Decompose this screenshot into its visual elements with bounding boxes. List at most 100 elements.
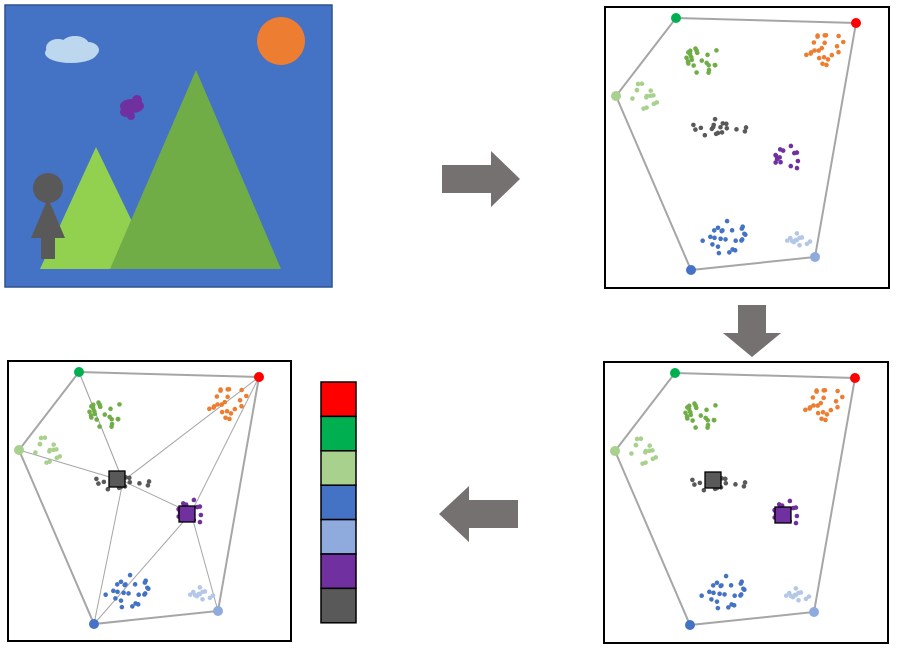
cluster-point-gray: [742, 129, 748, 134]
cluster-point-blue: [742, 231, 747, 237]
cluster-point-blue: [720, 228, 725, 233]
palette-swatch: [320, 415, 357, 452]
cluster-point-light-green: [648, 93, 653, 99]
cluster-point-gray: [741, 484, 747, 489]
cluster-point-blue: [723, 237, 728, 242]
cluster-point-gray: [723, 481, 729, 486]
cluster-point-orange: [834, 44, 840, 49]
cluster-point-orange: [239, 403, 244, 409]
palette-swatch: [320, 587, 357, 624]
cluster-point-blue: [708, 234, 713, 240]
cluster-point-light-blue: [794, 231, 800, 236]
cluster-point-dark-green: [683, 410, 688, 416]
sun-shape: [257, 17, 305, 65]
cluster-point-light-blue: [200, 596, 205, 602]
cluster-point-light-blue: [796, 590, 801, 596]
cluster-point-orange: [207, 406, 212, 412]
cluster-point-dark-green: [712, 63, 718, 68]
cluster-point-light-green: [629, 451, 634, 456]
cluster-point-light-green: [634, 87, 640, 93]
cluster-point-light-blue: [803, 596, 809, 602]
cluster-point-orange: [824, 62, 829, 68]
cluster-point-light-blue: [786, 590, 792, 596]
palette-swatch: [320, 518, 357, 555]
cluster-point-purple: [794, 513, 800, 519]
cluster-point-purple: [794, 165, 800, 171]
cluster-point-dark-green: [705, 417, 711, 423]
cluster-point-purple: [795, 158, 801, 164]
cluster-point-blue: [113, 596, 118, 601]
cluster-point-orange: [807, 405, 813, 410]
cluster-point-gray: [709, 126, 715, 132]
cluster-point-light-green: [51, 442, 57, 447]
palette-swatch: [320, 381, 357, 418]
arrow-down-icon: [723, 305, 781, 357]
cluster-point-dark-green: [87, 409, 92, 415]
cluster-point-dark-green: [706, 62, 712, 68]
cluster-point-gray: [691, 122, 696, 128]
cluster-point-orange: [836, 49, 841, 55]
cluster-point-dark-green: [96, 400, 101, 405]
palette-swatch: [320, 484, 357, 521]
cluster-point-gray: [697, 480, 703, 486]
cluster-point-gray: [742, 480, 748, 485]
cluster-point-light-blue: [200, 589, 205, 595]
cluster-point-blue: [741, 586, 746, 592]
cluster-point-purple: [777, 147, 783, 152]
cluster-point-light-blue: [796, 597, 801, 603]
cluster-point-gray: [724, 126, 730, 131]
cluster-point-orange: [814, 388, 819, 393]
cluster-point-blue: [127, 572, 133, 578]
arrow-left-icon: [439, 486, 518, 542]
cluster-point-dark-green: [688, 412, 694, 418]
cluster-point-purple: [191, 497, 197, 503]
cluster-point-orange: [828, 407, 834, 413]
cluster-point-orange: [839, 394, 845, 400]
cluster-point-light-green: [644, 105, 649, 110]
cluster-point-blue: [136, 592, 141, 598]
cluster-point-orange: [239, 387, 244, 393]
cluster-point-blue: [710, 242, 715, 247]
hull-vertex-light-blue: [810, 252, 820, 262]
cluster-point-orange: [810, 395, 816, 400]
cluster-point-blue: [719, 583, 724, 588]
cluster-point-orange: [803, 407, 808, 413]
cluster-point-dark-green: [699, 58, 705, 63]
cluster-point-dark-green: [89, 415, 94, 420]
cluster-point-orange: [219, 402, 225, 407]
cluster-point-blue: [715, 225, 721, 231]
cluster-point-dark-green: [94, 417, 99, 422]
cluster-point-dark-green: [705, 422, 711, 428]
cluster-point-gray: [715, 130, 721, 136]
cluster-point-blue: [115, 589, 120, 595]
cluster-point-gray: [96, 481, 101, 486]
cluster-point-dark-green: [693, 425, 698, 430]
cluster-point-dark-green: [685, 416, 690, 421]
cluster-point-orange: [819, 45, 825, 51]
cluster-point-orange: [823, 417, 828, 423]
hull-vertex-blue: [89, 619, 99, 629]
cluster-point-blue: [142, 591, 148, 596]
cluster-point-light-green: [47, 459, 52, 464]
cluster-point-light-blue: [804, 241, 810, 247]
cluster-point-dark-green: [690, 418, 695, 423]
cluster-point-orange: [808, 50, 814, 55]
cluster-point-blue: [732, 248, 738, 253]
hull-vertex-red: [851, 18, 861, 28]
centroid-marker-gray: [704, 471, 722, 489]
cluster-point-orange: [833, 399, 839, 404]
cluster-point-light-green: [635, 81, 641, 87]
triangulation-edge: [93, 512, 192, 625]
cluster-point-blue: [726, 605, 731, 610]
cluster-point-purple: [180, 501, 186, 506]
cluster-point-gray: [105, 486, 111, 492]
cluster-point-orange: [223, 415, 228, 421]
cluster-point-blue: [145, 585, 150, 591]
cluster-point-gray: [702, 132, 708, 138]
cluster-point-light-green: [37, 441, 43, 447]
hull-vertex-blue: [685, 620, 695, 630]
cluster-point-orange: [840, 39, 846, 45]
triangulation-edge: [217, 376, 260, 612]
cluster-point-light-blue: [797, 242, 802, 248]
